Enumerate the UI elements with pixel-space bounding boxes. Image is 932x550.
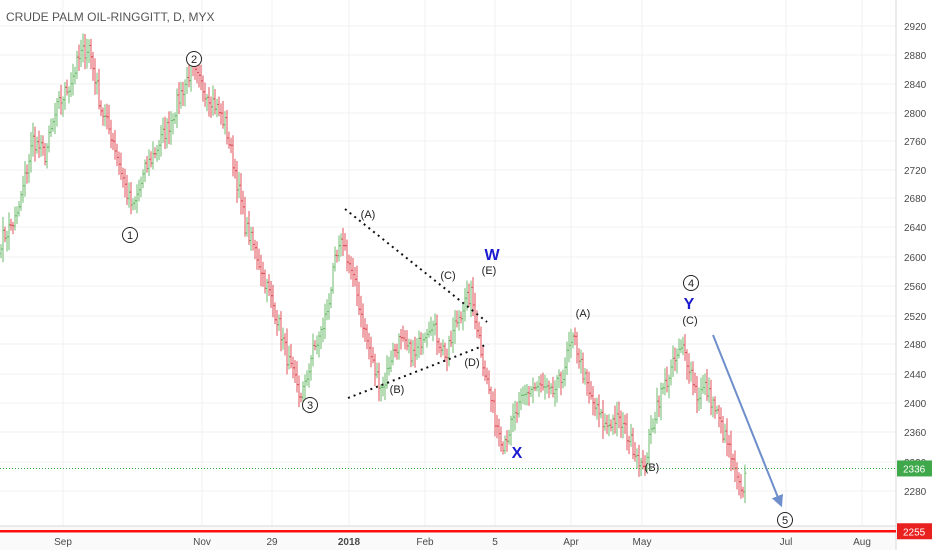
y-tick-label: 2280: [904, 487, 927, 498]
triangle-lower-line: [347, 343, 489, 399]
wave-label-circled: 2: [186, 51, 202, 67]
x-tick-label: Apr: [563, 537, 579, 548]
y-tick-label: 2720: [904, 166, 927, 177]
x-tick-label: 5: [492, 537, 498, 548]
wave-label: (A): [576, 308, 591, 320]
y-tick-label: 2680: [904, 194, 927, 205]
wave-label: (D): [464, 357, 479, 369]
y-tick-label: 2560: [904, 282, 927, 293]
y-tick-label: 2360: [904, 428, 927, 439]
price-bars[interactable]: [0, 33, 747, 504]
svg-text:5: 5: [782, 515, 788, 527]
wave-label-circled: 4: [683, 275, 699, 291]
x-axis-area: [0, 526, 896, 550]
wave-label-circled: 5: [777, 512, 793, 528]
wave-label: (C): [440, 270, 455, 282]
y-tick-label: 2800: [904, 109, 927, 120]
y-tick-label: 2640: [904, 223, 927, 234]
triangle-upper-line: [344, 208, 488, 323]
wave-label: (C): [682, 315, 697, 327]
wave-label: (E): [482, 265, 497, 277]
y-tick-label: 2520: [904, 312, 927, 323]
y-tick-label: 2600: [904, 253, 927, 264]
projection-arrow: [712, 334, 784, 508]
wave-label: (B): [645, 462, 660, 474]
svg-text:4: 4: [688, 278, 694, 290]
x-tick-label: Nov: [193, 537, 211, 548]
y-tick-label: 2840: [904, 80, 927, 91]
y-tick-label: 2880: [904, 51, 927, 62]
last-price-tag: 2336: [897, 460, 932, 477]
x-tick-label: 29: [266, 537, 278, 548]
svg-text:2: 2: [191, 54, 197, 66]
x-tick-label: Sep: [54, 537, 72, 548]
wave-label: (B): [390, 384, 405, 396]
svg-text:1: 1: [127, 230, 133, 242]
x-tick-label: Feb: [416, 537, 434, 548]
y-tick-label: 2920: [904, 22, 927, 33]
x-tick-label: Aug: [853, 537, 871, 548]
wave-letter: W: [484, 247, 500, 264]
svg-text:2255: 2255: [903, 527, 926, 538]
x-tick-label: May: [633, 537, 652, 548]
wave-label: (A): [361, 209, 376, 221]
support-price-tag: 2255: [897, 523, 932, 540]
x-tick-label: Jul: [780, 537, 793, 548]
y-tick-label: 2440: [904, 370, 927, 381]
y-tick-label: 2480: [904, 340, 927, 351]
wave-label-circled: 3: [302, 397, 318, 413]
wave-letter: X: [512, 445, 523, 462]
wave-label-circled: 1: [122, 227, 138, 243]
y-tick-label: 2760: [904, 137, 927, 148]
wave-letter: Y: [684, 296, 695, 313]
chart-title: CRUDE PALM OIL-RINGGITT, D, MYX: [6, 10, 214, 24]
wave-overlay: 1 2 3 4 5 (A) (B) (C) (D) (E) (A) (B) (C) W X Y: [0, 51, 896, 533]
axis-ticks: 2920 2880 2840 2800 2760 2720 2680 2640 2600 2560…: [54, 22, 932, 548]
svg-text:3: 3: [307, 400, 313, 412]
svg-text:2336: 2336: [903, 464, 926, 475]
x-tick-label: 2018: [338, 537, 361, 548]
price-bar[interactable]: [743, 464, 747, 504]
y-tick-label: 2400: [904, 399, 927, 410]
